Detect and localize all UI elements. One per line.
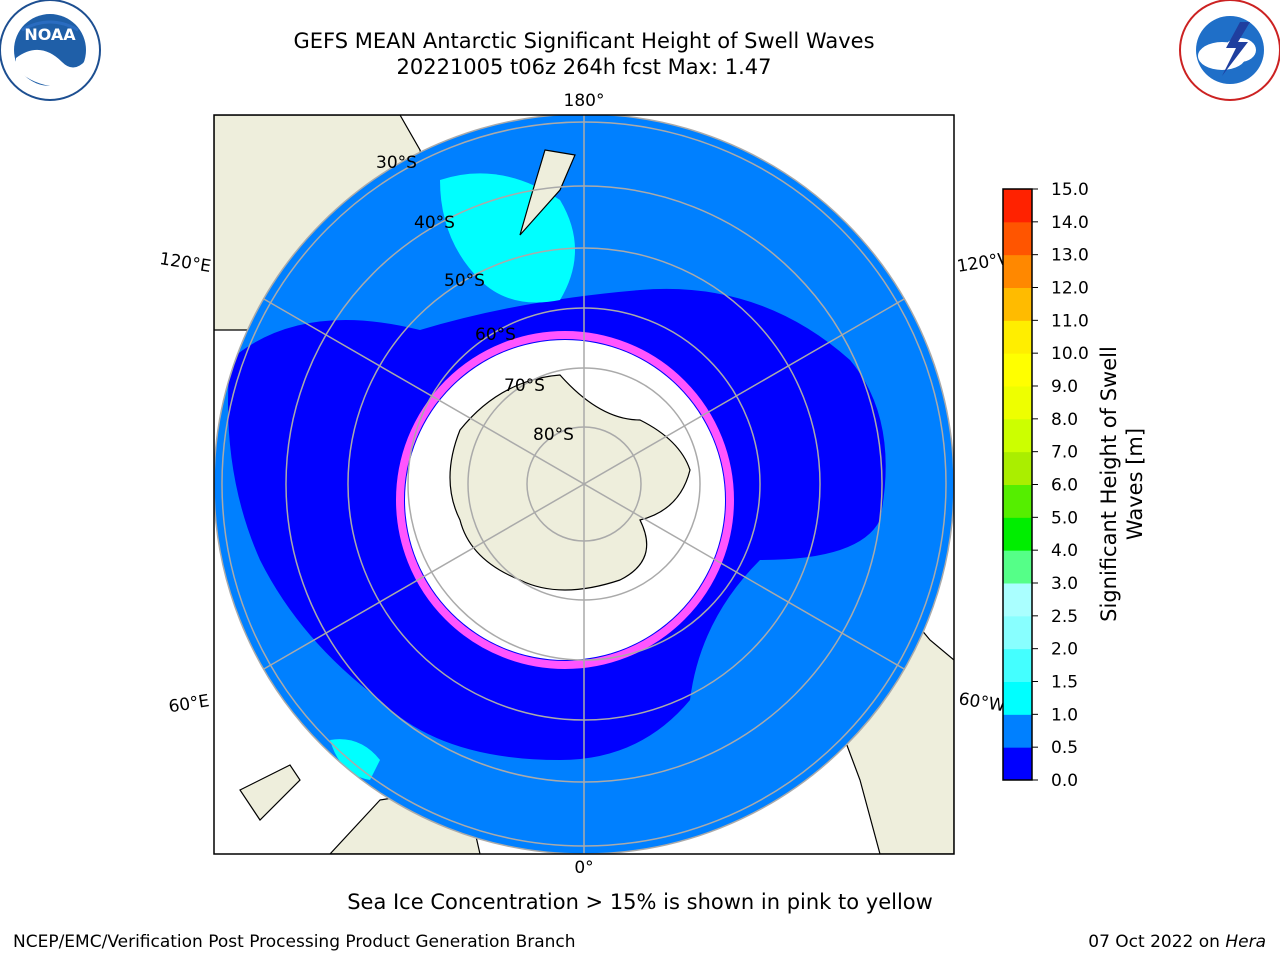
colorbar-segment bbox=[1003, 648, 1032, 682]
noaa-logo-text: NOAA bbox=[24, 25, 76, 44]
colorbar-ticks: 0.0 0.5 1.0 1.5 2.0 2.5 3.0 4.0 5.0 6.0 7.0 8.0 9.0 1… bbox=[1032, 180, 1089, 791]
colorbar-segment bbox=[1003, 386, 1032, 420]
map-title: GEFS MEAN Antarctic Significant Height o… bbox=[293, 29, 875, 53]
colorbar-tick-label: 5.0 bbox=[1051, 508, 1078, 528]
colorbar-tick-label: 10.0 bbox=[1051, 344, 1089, 364]
footer-credit: NCEP/EMC/Verification Post Processing Pr… bbox=[13, 932, 576, 952]
sea-ice-caption: Sea Ice Concentration > 15% is shown in … bbox=[347, 890, 933, 914]
colorbar-segment bbox=[1003, 254, 1032, 288]
colorbar-segment bbox=[1003, 221, 1032, 256]
lon-label-60w: 60°W bbox=[957, 689, 1007, 716]
colorbar-segment bbox=[1003, 320, 1032, 354]
colorbar-tick-label: 13.0 bbox=[1051, 246, 1089, 266]
colorbar-segment bbox=[1003, 517, 1032, 551]
colorbar-segment bbox=[1003, 451, 1032, 485]
colorbar-segment bbox=[1003, 353, 1032, 387]
colorbar-tick-label: 9.0 bbox=[1051, 377, 1078, 397]
lat-label-60s: 60°S bbox=[475, 325, 516, 345]
colorbar-tick-label: 15.0 bbox=[1051, 180, 1089, 200]
footer-date-text: 07 Oct 2022 on bbox=[1088, 932, 1226, 952]
colorbar-tick-label: 8.0 bbox=[1051, 410, 1078, 430]
colorbar-tick-label: 3.0 bbox=[1051, 574, 1078, 594]
colorbar-segment bbox=[1003, 287, 1032, 321]
colorbar-tick-label: 7.0 bbox=[1051, 443, 1078, 463]
antarctica-land bbox=[449, 374, 691, 591]
lon-label-60e: 60°E bbox=[167, 691, 211, 717]
colorbar-label-line1: Significant Height of Swell bbox=[1097, 346, 1121, 622]
lon-label-180: 180° bbox=[564, 91, 605, 111]
lon-label-120e: 120°E bbox=[158, 249, 212, 277]
colorbar-segment bbox=[1003, 615, 1032, 650]
colorbar-segment bbox=[1003, 550, 1032, 584]
colorbar-segment bbox=[1003, 681, 1032, 715]
colorbar-tick-label: 2.5 bbox=[1051, 607, 1078, 627]
colorbar-tick-label: 4.0 bbox=[1051, 541, 1078, 561]
lat-label-40s: 40°S bbox=[414, 213, 455, 233]
lat-label-30s: 30°S bbox=[376, 153, 417, 173]
colorbar-tick-label: 1.5 bbox=[1051, 673, 1078, 693]
colorbar-segment bbox=[1003, 714, 1032, 748]
colorbar-tick-label: 0.0 bbox=[1051, 771, 1078, 791]
colorbar-segment bbox=[1003, 747, 1032, 781]
sea-ice-edge bbox=[396, 331, 734, 669]
colorbar-tick-label: 11.0 bbox=[1051, 311, 1089, 331]
colorbar-tick-label: 2.0 bbox=[1051, 640, 1078, 660]
colorbar-tick-label: 0.5 bbox=[1051, 738, 1078, 758]
colorbar-tick-label: 14.0 bbox=[1051, 213, 1089, 233]
footer-host: Hera bbox=[1225, 932, 1266, 952]
colorbar-tick-label: 12.0 bbox=[1051, 279, 1089, 299]
lat-label-70s: 70°S bbox=[504, 376, 545, 396]
colorbar-segment bbox=[1003, 583, 1032, 617]
nws-logo bbox=[1179, 0, 1280, 101]
colorbar bbox=[1003, 189, 1032, 781]
lat-label-50s: 50°S bbox=[444, 271, 485, 291]
colorbar-segment bbox=[1003, 418, 1032, 453]
lat-label-80s: 80°S bbox=[533, 425, 574, 445]
colorbar-tick-label: 1.0 bbox=[1051, 705, 1078, 725]
new-zealand-land bbox=[519, 149, 576, 236]
lon-label-0: 0° bbox=[574, 858, 593, 878]
colorbar-tick-label: 6.0 bbox=[1051, 476, 1078, 496]
map-subtitle: 20221005 t06z 264h fcst Max: 1.47 bbox=[396, 55, 772, 79]
noaa-logo: NOAA bbox=[0, 0, 101, 101]
footer-date: 07 Oct 2022 on Hera bbox=[1088, 932, 1266, 952]
madagascar-land bbox=[239, 764, 301, 821]
colorbar-segment bbox=[1003, 484, 1032, 518]
colorbar-label-line2: Waves [m] bbox=[1123, 428, 1147, 540]
polar-map bbox=[214, 115, 954, 854]
colorbar-segment bbox=[1003, 189, 1032, 223]
